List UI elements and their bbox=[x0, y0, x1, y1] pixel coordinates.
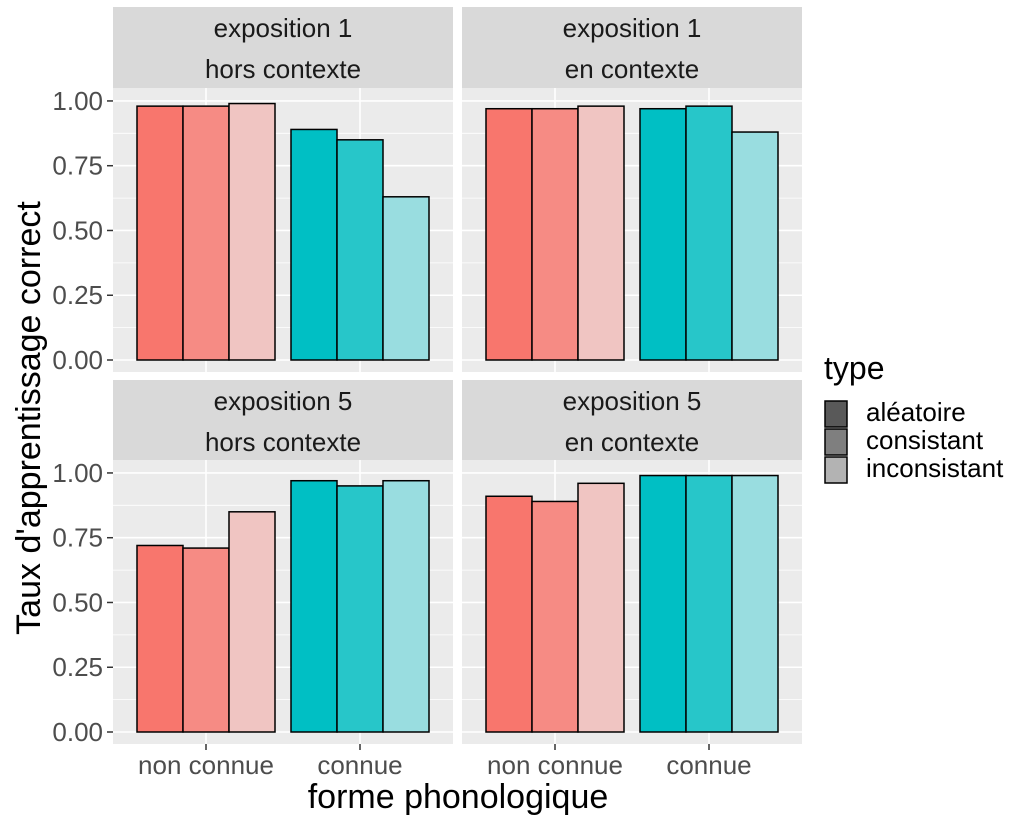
x-tick-label: non connue bbox=[487, 750, 623, 780]
bar bbox=[577, 482, 625, 733]
facet-strip-label: exposition 5 bbox=[214, 386, 353, 416]
legend-label: inconsistant bbox=[866, 453, 1004, 483]
y-axis-title: Taux d'apprentissage correct bbox=[10, 201, 48, 635]
x-axis-title: forme phonologique bbox=[308, 778, 609, 816]
bar bbox=[290, 479, 338, 733]
facet-strip-label: en contexte bbox=[565, 427, 699, 457]
bar bbox=[731, 131, 779, 361]
legend-key bbox=[824, 456, 848, 484]
y-tick-label: 0.75 bbox=[52, 151, 103, 181]
facet-strip bbox=[462, 7, 802, 88]
facet-strip-label: hors contexte bbox=[205, 427, 361, 457]
panels-layer: exposition 1 hors contexte exposition 1 en … bbox=[113, 7, 802, 744]
bar bbox=[685, 105, 733, 361]
y-tick-label: 0.00 bbox=[52, 717, 103, 747]
bar bbox=[731, 474, 779, 733]
bar bbox=[531, 107, 579, 361]
x-tick-label: connue bbox=[666, 750, 751, 780]
legend-label: consistant bbox=[866, 425, 984, 455]
bar bbox=[228, 102, 276, 361]
y-tick-label: 0.00 bbox=[52, 345, 103, 375]
x-tick-label: connue bbox=[317, 750, 402, 780]
y-tick-label: 0.75 bbox=[52, 523, 103, 553]
y-tick-label: 0.50 bbox=[52, 215, 103, 245]
bar bbox=[685, 474, 733, 733]
bar bbox=[182, 547, 230, 733]
legend-title: type bbox=[824, 350, 884, 386]
bar bbox=[485, 495, 533, 733]
bar bbox=[136, 544, 184, 733]
facet-strip-label: exposition 5 bbox=[563, 386, 702, 416]
bar bbox=[228, 511, 276, 733]
facet-strip bbox=[113, 7, 453, 88]
y-tick-label: 0.50 bbox=[52, 587, 103, 617]
bar bbox=[485, 107, 533, 361]
bar bbox=[136, 105, 184, 361]
legend-key bbox=[824, 400, 848, 428]
facet-strip bbox=[462, 380, 802, 460]
y-tick-label: 1.00 bbox=[52, 458, 103, 488]
bar bbox=[639, 474, 687, 733]
bar bbox=[577, 105, 625, 361]
bar bbox=[182, 105, 230, 361]
facet-strip bbox=[113, 380, 453, 460]
y-tick-label: 0.25 bbox=[52, 280, 103, 310]
bar bbox=[382, 196, 430, 361]
y-tick-label: 1.00 bbox=[52, 86, 103, 116]
bar bbox=[531, 500, 579, 733]
facet-strip-label: exposition 1 bbox=[563, 13, 702, 43]
bar bbox=[336, 485, 384, 733]
legend-key bbox=[824, 428, 848, 456]
legend-label: aléatoire bbox=[866, 397, 966, 427]
y-tick-label: 0.25 bbox=[52, 652, 103, 682]
bar bbox=[382, 479, 430, 733]
facet-strip-label: en contexte bbox=[565, 54, 699, 84]
x-tick-label: non connue bbox=[138, 750, 274, 780]
bar bbox=[639, 107, 687, 361]
bar bbox=[336, 139, 384, 361]
facet-strip-label: hors contexte bbox=[205, 54, 361, 84]
axes-layer: 0.00 0.25 0.50 0.75 1.00 0.00 0.25 0.50 0.75 1.00… bbox=[52, 86, 751, 780]
facet-strip-label: exposition 1 bbox=[214, 13, 353, 43]
bar bbox=[290, 128, 338, 361]
